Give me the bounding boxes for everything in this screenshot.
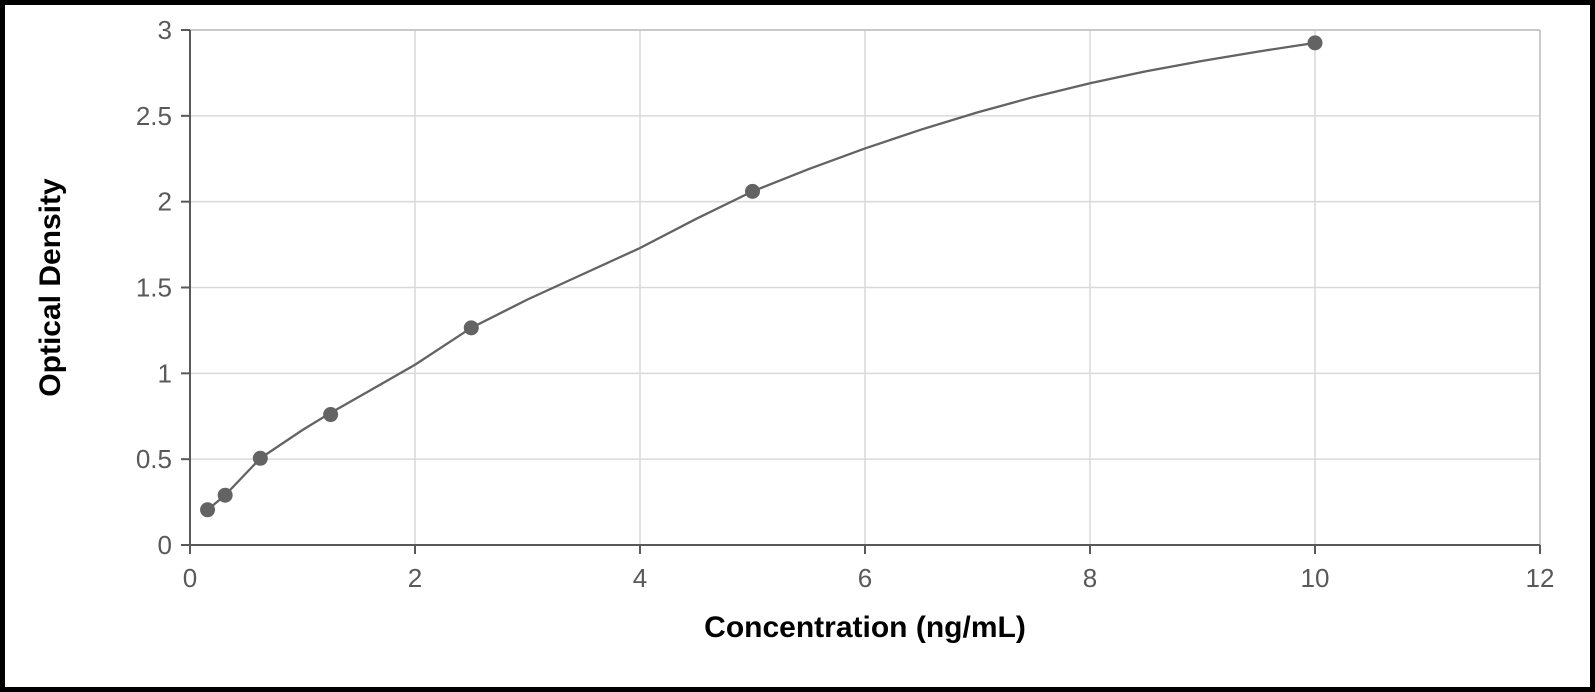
y-tick-label: 2 [158, 187, 172, 217]
data-marker [218, 488, 233, 503]
data-marker [1308, 35, 1323, 50]
y-tick-label: 0 [158, 530, 172, 560]
data-marker [464, 320, 479, 335]
data-marker [745, 184, 760, 199]
x-axis-label: Concentration (ng/mL) [704, 611, 1026, 644]
chart-svg: 0 2 4 6 8 10 12 0 0.5 1 1.5 2 2.5 3 Concentration (ng/… [5, 5, 1590, 687]
data-marker [323, 407, 338, 422]
y-tick-label: 1 [158, 358, 172, 388]
y-axis-label: Optical Density [34, 178, 67, 397]
y-tick-label: 1.5 [136, 273, 172, 303]
x-tick-label: 0 [183, 563, 197, 593]
y-tick-label: 2.5 [136, 101, 172, 131]
data-marker [200, 502, 215, 517]
x-tick-label: 8 [1083, 563, 1097, 593]
data-marker [253, 451, 268, 466]
x-tick-label: 10 [1301, 563, 1330, 593]
chart-frame: 0 2 4 6 8 10 12 0 0.5 1 1.5 2 2.5 3 Concentration (ng/… [0, 0, 1595, 692]
x-tick-label: 2 [408, 563, 422, 593]
x-tick-label: 6 [858, 563, 872, 593]
x-tick-label: 12 [1526, 563, 1555, 593]
x-tick-label: 4 [633, 563, 647, 593]
y-tick-label: 0.5 [136, 444, 172, 474]
y-tick-label: 3 [158, 15, 172, 45]
